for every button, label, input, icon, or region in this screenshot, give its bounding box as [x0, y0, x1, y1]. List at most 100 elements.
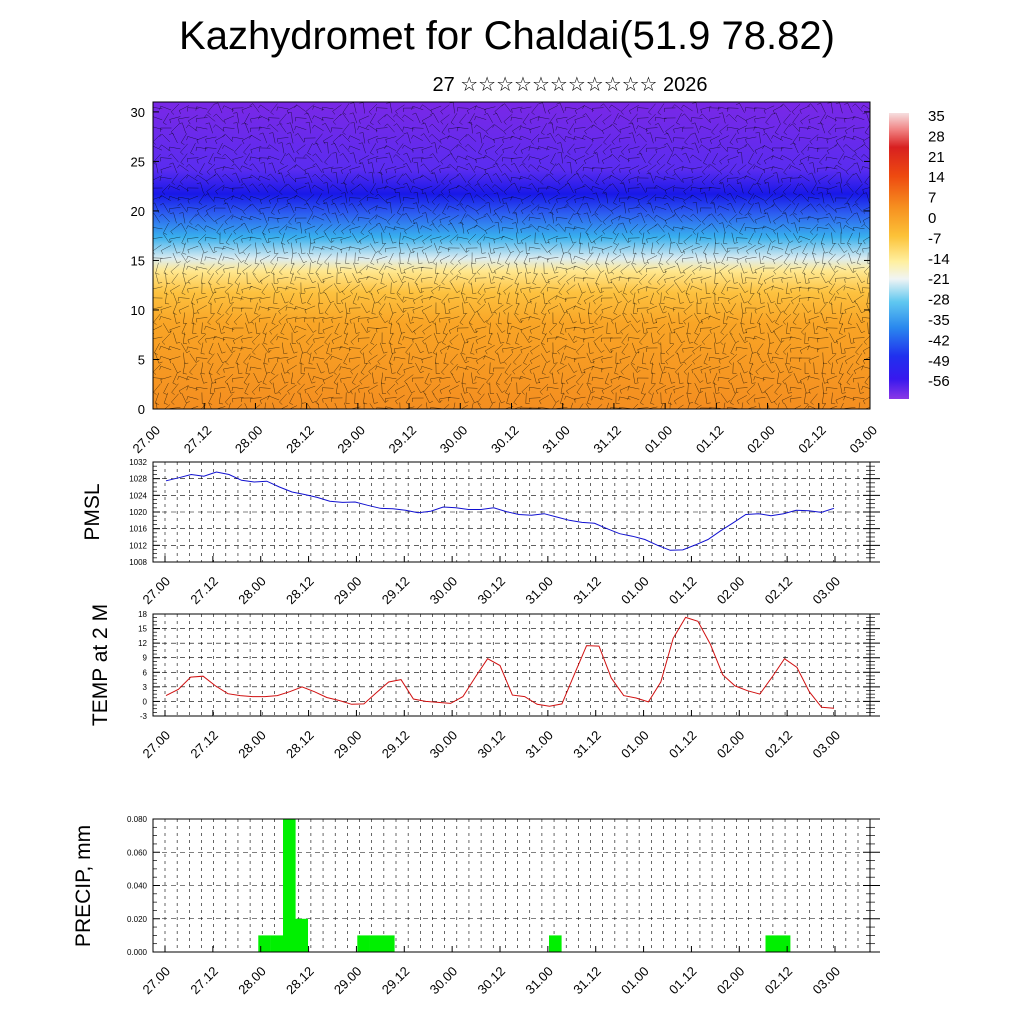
x-tick-label: 27.00: [140, 574, 174, 608]
colorbar-label: -28: [928, 292, 950, 309]
y-tick-label: 0: [138, 402, 145, 417]
colorbar-label: 7: [928, 190, 936, 207]
precip-panel: PRECIP, mm 0.000 0.020 0.040 0.060 0.080 27.…: [72, 815, 880, 997]
x-tick-label: 02.12: [762, 964, 796, 998]
y-tick-label: 20: [131, 204, 145, 219]
colorbar-label: 0: [928, 210, 936, 227]
x-tick-label: 29.12: [379, 728, 413, 762]
x-tick-label: 02.00: [714, 728, 748, 762]
precip-grid: [153, 819, 870, 952]
x-tick-label: 01.12: [666, 574, 700, 608]
x-tick-label: 30.00: [427, 964, 461, 998]
colorbar-scale: [889, 113, 909, 399]
precip-bar: [295, 918, 308, 953]
precip-bar: [369, 935, 383, 952]
y-tick-label: 6: [143, 668, 148, 677]
cross-section-y-axis: 0 5 10 15 20 25 30: [131, 105, 870, 417]
x-tick-label: 01.00: [618, 964, 652, 998]
x-tick-label: 29.00: [331, 728, 365, 762]
x-tick-label: 27.00: [140, 964, 174, 998]
x-tick-label: 27.12: [187, 728, 221, 762]
x-tick-label: 01.12: [666, 964, 700, 998]
precip-frame: [152, 818, 871, 953]
pmsl-y-axis: 1008 1012 1016 1020 1024 1028 1032: [129, 458, 880, 567]
x-tick-label: 03.00: [810, 728, 844, 762]
x-tick-label: 28.00: [235, 574, 269, 608]
x-tick-label: 31.00: [522, 574, 556, 608]
y-tick-label: 0.000: [127, 948, 148, 957]
y-tick-label: 0.040: [127, 882, 148, 891]
x-tick-label: 28.12: [283, 574, 317, 608]
temp-x-axis: 27.00 27.12 28.00 28.12 29.00 29.12 30.00 30.12…: [140, 710, 844, 762]
x-tick-label: 02.12: [795, 423, 829, 457]
x-tick-label: 27.12: [187, 574, 221, 608]
x-tick-label: 30.12: [475, 728, 509, 762]
y-tick-label: 18: [138, 610, 147, 619]
colorbar-label: -42: [928, 332, 950, 349]
chart-subtitle: 27 ☆☆☆☆☆☆☆☆☆☆☆ 2026: [432, 74, 708, 96]
x-tick-label: 31.12: [590, 423, 624, 457]
temp-grid: [153, 614, 870, 716]
y-tick-label: 12: [138, 639, 147, 648]
colorbar-label: -21: [928, 271, 950, 288]
precip-bar: [270, 935, 284, 952]
y-tick-label: 0.080: [127, 815, 148, 824]
colorbar: 35 28 21 14 7 0 -7 -14 -21 -28 -35 -42 -49 -56: [889, 108, 950, 399]
y-tick-label: 0.060: [127, 848, 148, 857]
precip-bar: [765, 935, 779, 952]
x-tick-label: 03.00: [810, 964, 844, 998]
x-tick-label: 03.00: [847, 423, 881, 457]
x-tick-label: 29.12: [379, 574, 413, 608]
x-tick-label: 27.00: [140, 728, 174, 762]
y-tick-label: 9: [143, 654, 148, 663]
colorbar-label: -35: [928, 312, 950, 329]
wind-barbs: [153, 102, 870, 409]
colorbar-labels: 35 28 21 14 7 0 -7 -14 -21 -28 -35 -42 -49 -56: [928, 108, 950, 390]
cross-section-panel: 0 5 10 15 20 25 30 27.00 27.12 28.00 28.12 29.00 29…: [130, 101, 881, 457]
y-tick-label: 1020: [129, 508, 147, 517]
x-tick-label: 31.12: [570, 574, 604, 608]
y-tick-label: 1016: [129, 525, 147, 534]
y-tick-label: 5: [138, 352, 145, 367]
warm-area: [490, 349, 710, 409]
x-tick-label: 29.00: [334, 423, 368, 457]
precip-bar: [283, 819, 296, 952]
y-tick-label: 1012: [129, 541, 147, 550]
x-tick-label: 31.12: [570, 728, 604, 762]
x-tick-label: 29.12: [386, 423, 420, 457]
colorbar-label: -49: [928, 353, 950, 370]
colorbar-label: 35: [928, 108, 945, 125]
x-tick-label: 31.00: [522, 964, 556, 998]
cross-section-x-axis: 27.00 27.12 28.00 28.12 29.00 29.12 30.00 30.12…: [130, 403, 881, 457]
x-tick-label: 30.12: [475, 964, 509, 998]
temp-frame: [152, 613, 871, 717]
x-tick-label: 31.00: [522, 728, 556, 762]
y-tick-label: 3: [143, 683, 148, 692]
precip-bar: [549, 935, 562, 952]
x-tick-label: 01.12: [666, 728, 700, 762]
x-tick-label: 30.12: [475, 574, 509, 608]
x-tick-label: 28.12: [283, 728, 317, 762]
y-tick-label: 1028: [129, 475, 147, 484]
x-tick-label: 30.00: [437, 423, 471, 457]
x-tick-label: 31.12: [570, 964, 604, 998]
y-tick-label: 25: [131, 154, 145, 169]
x-tick-label: 03.00: [810, 574, 844, 608]
x-tick-label: 01.12: [693, 423, 727, 457]
pmsl-frame: [152, 461, 871, 563]
y-tick-label: 1008: [129, 558, 147, 567]
temp-y-axis: -3 0 3 6 9 12 15 18: [138, 610, 880, 721]
x-tick-label: 29.00: [331, 574, 365, 608]
temp-axis-label: TEMP at 2 M: [89, 604, 112, 726]
x-tick-label: 02.12: [762, 728, 796, 762]
x-tick-label: 27.12: [187, 964, 221, 998]
x-tick-label: 30.00: [427, 574, 461, 608]
x-tick-label: 28.12: [283, 423, 317, 457]
colorbar-label: 14: [928, 169, 945, 186]
y-tick-label: 1024: [129, 491, 147, 500]
colorbar-label: -14: [928, 251, 950, 268]
precip-x-axis: 27.00 27.12 28.00 28.12 29.00 29.12 30.00 30.12…: [140, 946, 844, 998]
x-tick-label: 02.12: [762, 574, 796, 608]
